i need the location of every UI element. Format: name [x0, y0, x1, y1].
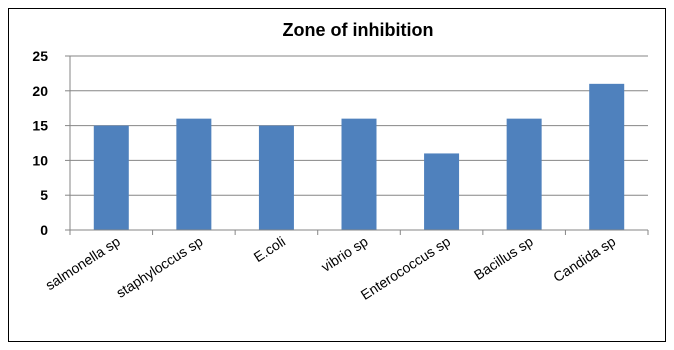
bar: [424, 153, 460, 230]
y-tick-label: 20: [32, 83, 48, 99]
bar: [589, 83, 625, 230]
bar: [258, 125, 294, 230]
y-tick-labels: 0 5 10 15 20 25: [32, 48, 48, 238]
axes: [65, 55, 649, 235]
bar: [506, 118, 542, 230]
chart-title: Zone of inhibition: [283, 20, 434, 40]
x-category-label: vibrio sp: [318, 233, 371, 275]
x-category-label: Enterococcus sp: [358, 233, 454, 303]
bars: [93, 83, 625, 230]
bar: [341, 118, 377, 230]
x-category-label: Candida sp: [550, 233, 618, 285]
y-tick-label: 15: [32, 118, 48, 134]
y-tick-label: 0: [40, 222, 48, 238]
x-category-label: staphyloccus sp: [113, 233, 205, 301]
y-tick-label: 5: [40, 187, 48, 203]
y-tick-label: 10: [32, 152, 48, 168]
bar: [176, 118, 212, 230]
x-category-label: salmonella sp: [42, 233, 123, 293]
y-tick-label: 25: [32, 48, 48, 64]
x-category-label: Bacillus sp: [471, 233, 536, 283]
x-category-label: E.coli: [251, 233, 288, 265]
bar: [93, 125, 129, 230]
